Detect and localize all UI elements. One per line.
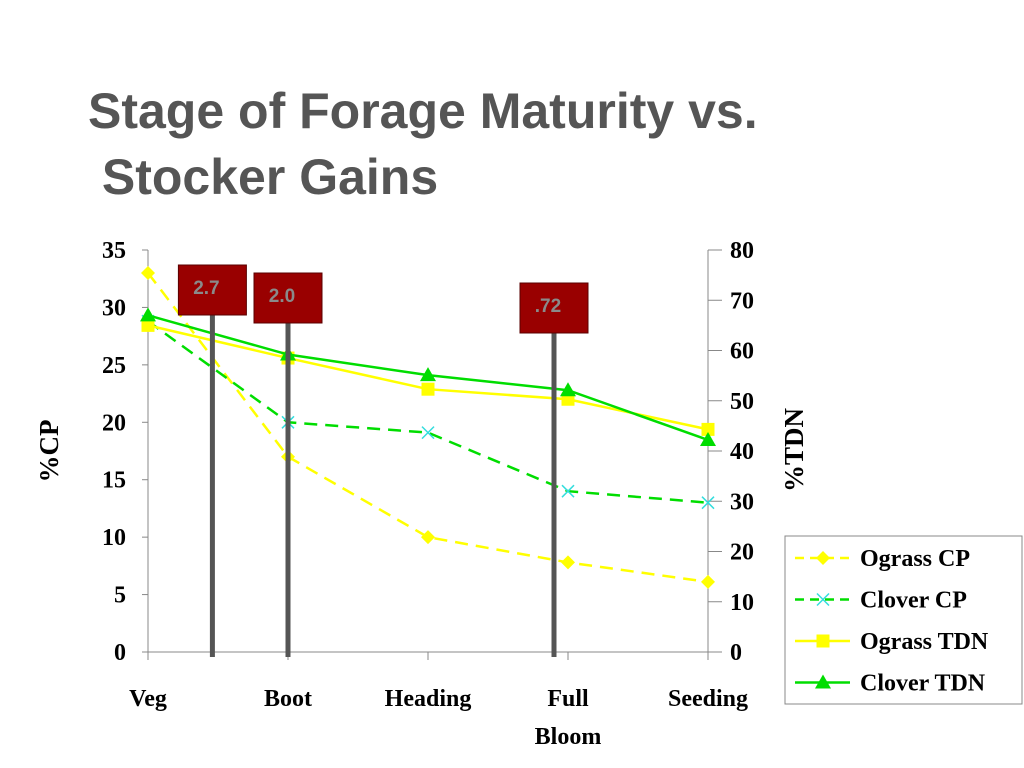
left-tick-label: 25 — [102, 353, 126, 379]
series-ograss-tdn — [141, 318, 715, 436]
left-tick-label: 15 — [102, 468, 126, 494]
right-tick-label: 10 — [730, 590, 754, 616]
data-point-ograss-cp — [141, 265, 155, 280]
left-axis-title: %CP — [34, 420, 64, 483]
legend-swatch-marker — [816, 634, 830, 648]
right-tick-label: 30 — [730, 489, 754, 515]
right-tick-label: 0 — [730, 640, 742, 666]
data-point-ograss-tdn — [701, 422, 715, 436]
legend-label: Ograss CP — [860, 546, 970, 572]
x-tick-label: Full — [547, 686, 589, 712]
left-tick-label: 30 — [102, 295, 126, 321]
legend-item-clover-tdn: Clover TDN — [795, 671, 986, 697]
x-tick-label: Boot — [264, 686, 312, 712]
flag-label: 2.7 — [193, 278, 219, 299]
x-tick-label: Seeding — [668, 686, 748, 712]
gain-flag-1: 2.7 — [177, 264, 247, 657]
data-point-ograss-cp — [701, 574, 715, 589]
legend-label: Clover TDN — [860, 671, 986, 697]
flag-box — [177, 264, 247, 316]
right-tick-label: 20 — [730, 540, 754, 566]
data-point-clover-tdn — [420, 367, 436, 382]
flag-label: 2.0 — [269, 286, 295, 307]
gain-flag-3: .72 — [519, 282, 589, 657]
left-tick-label: 20 — [102, 410, 126, 436]
data-point-clover-cp — [561, 484, 575, 498]
legend-item-ograss-tdn: Ograss TDN — [795, 629, 989, 655]
left-tick-label: 5 — [114, 583, 126, 609]
left-tick-label: 0 — [114, 640, 126, 666]
title-line-2: Stocker Gains — [88, 149, 439, 205]
flag-box — [253, 272, 323, 324]
right-tick-label: 40 — [730, 439, 754, 465]
right-tick-label: 80 — [730, 238, 754, 264]
x-tick-label-line2: Bloom — [535, 724, 602, 750]
marker-x-stroke — [561, 484, 575, 498]
legend-swatch-marker — [816, 551, 830, 565]
marker-x-stroke — [421, 426, 435, 440]
legend-item-clover-cp: Clover CP — [795, 588, 967, 614]
chart-annotations: 2.7 2.0 .72 — [177, 264, 589, 657]
x-tick-label: Heading — [385, 686, 472, 712]
flag-label: .72 — [535, 296, 561, 317]
data-point-clover-tdn — [140, 307, 156, 322]
marker-x-stroke — [816, 592, 830, 607]
marker-x-stroke — [701, 496, 715, 510]
legend-item-ograss-cp: Ograss CP — [795, 546, 970, 572]
legend-label: Clover CP — [860, 588, 967, 614]
gain-flag-2: 2.0 — [253, 272, 323, 657]
data-point-ograss-cp — [421, 530, 435, 545]
left-tick-label: 10 — [102, 525, 126, 551]
data-point-clover-cp — [421, 426, 435, 440]
left-tick-label: 35 — [102, 238, 126, 264]
data-point-ograss-tdn — [421, 382, 435, 396]
chart-legend: Ograss CP Clover CP Ograss TDN Clover TDN — [784, 535, 1023, 705]
data-point-clover-cp — [701, 496, 715, 510]
data-point-clover-tdn — [560, 382, 576, 397]
legend-swatch-marker — [815, 674, 831, 689]
right-axis-title: %TDN — [779, 408, 809, 493]
legend-box — [784, 535, 1023, 705]
series-line-clover-cp — [147, 320, 709, 504]
right-tick-label: 50 — [730, 389, 754, 415]
data-point-ograss-tdn — [141, 318, 155, 332]
legend-swatch-marker — [816, 592, 830, 607]
flag-box — [519, 282, 589, 334]
right-tick-label: 60 — [730, 339, 754, 365]
data-point-ograss-cp — [561, 555, 575, 570]
data-point-clover-tdn — [700, 431, 716, 446]
slide-title: Stage of Forage Maturity vs. Stocker Gai… — [88, 78, 988, 210]
title-line-1: Stage of Forage Maturity vs. — [88, 83, 758, 139]
right-tick-label: 70 — [730, 288, 754, 314]
legend-label: Ograss TDN — [860, 629, 989, 655]
series-line-ograss-cp — [147, 272, 709, 584]
x-tick-label: Veg — [129, 686, 167, 712]
